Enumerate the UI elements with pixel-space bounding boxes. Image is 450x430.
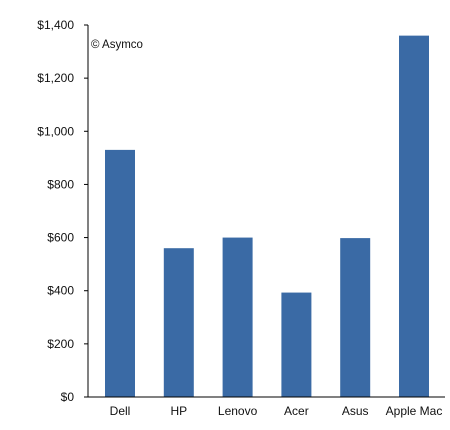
y-tick-label: $1,200	[37, 71, 74, 85]
y-tick-label: $0	[61, 390, 75, 404]
x-tick-label: HP	[170, 404, 187, 418]
y-axis-ticks: $0 $200 $400 $600 $800 $1,000 $1,200 $1,400	[37, 18, 88, 404]
bar-hp	[163, 248, 194, 397]
y-tick-label: $400	[47, 284, 74, 298]
x-tick-label: Lenovo	[218, 404, 258, 418]
y-tick-label: $1,000	[37, 124, 74, 138]
x-tick-label: Dell	[110, 404, 131, 418]
y-tick-label: $800	[47, 177, 74, 191]
x-axis-ticks: Dell HP Lenovo Acer Asus Apple Mac	[110, 404, 443, 418]
bar-dell	[105, 149, 135, 397]
bar-lenovo	[222, 237, 253, 397]
bar-asus	[340, 238, 371, 397]
x-tick-label: Apple Mac	[386, 404, 443, 418]
bars	[105, 35, 429, 397]
y-tick-label: $600	[47, 231, 74, 245]
bar-acer	[281, 292, 312, 397]
watermark-annotation: © Asymco	[91, 39, 143, 51]
y-tick-label: $200	[47, 337, 74, 351]
x-tick-label: Acer	[284, 404, 309, 418]
y-tick-label: $1,400	[37, 18, 74, 32]
x-tick-label: Asus	[342, 404, 369, 418]
bar-apple-mac	[399, 35, 429, 397]
